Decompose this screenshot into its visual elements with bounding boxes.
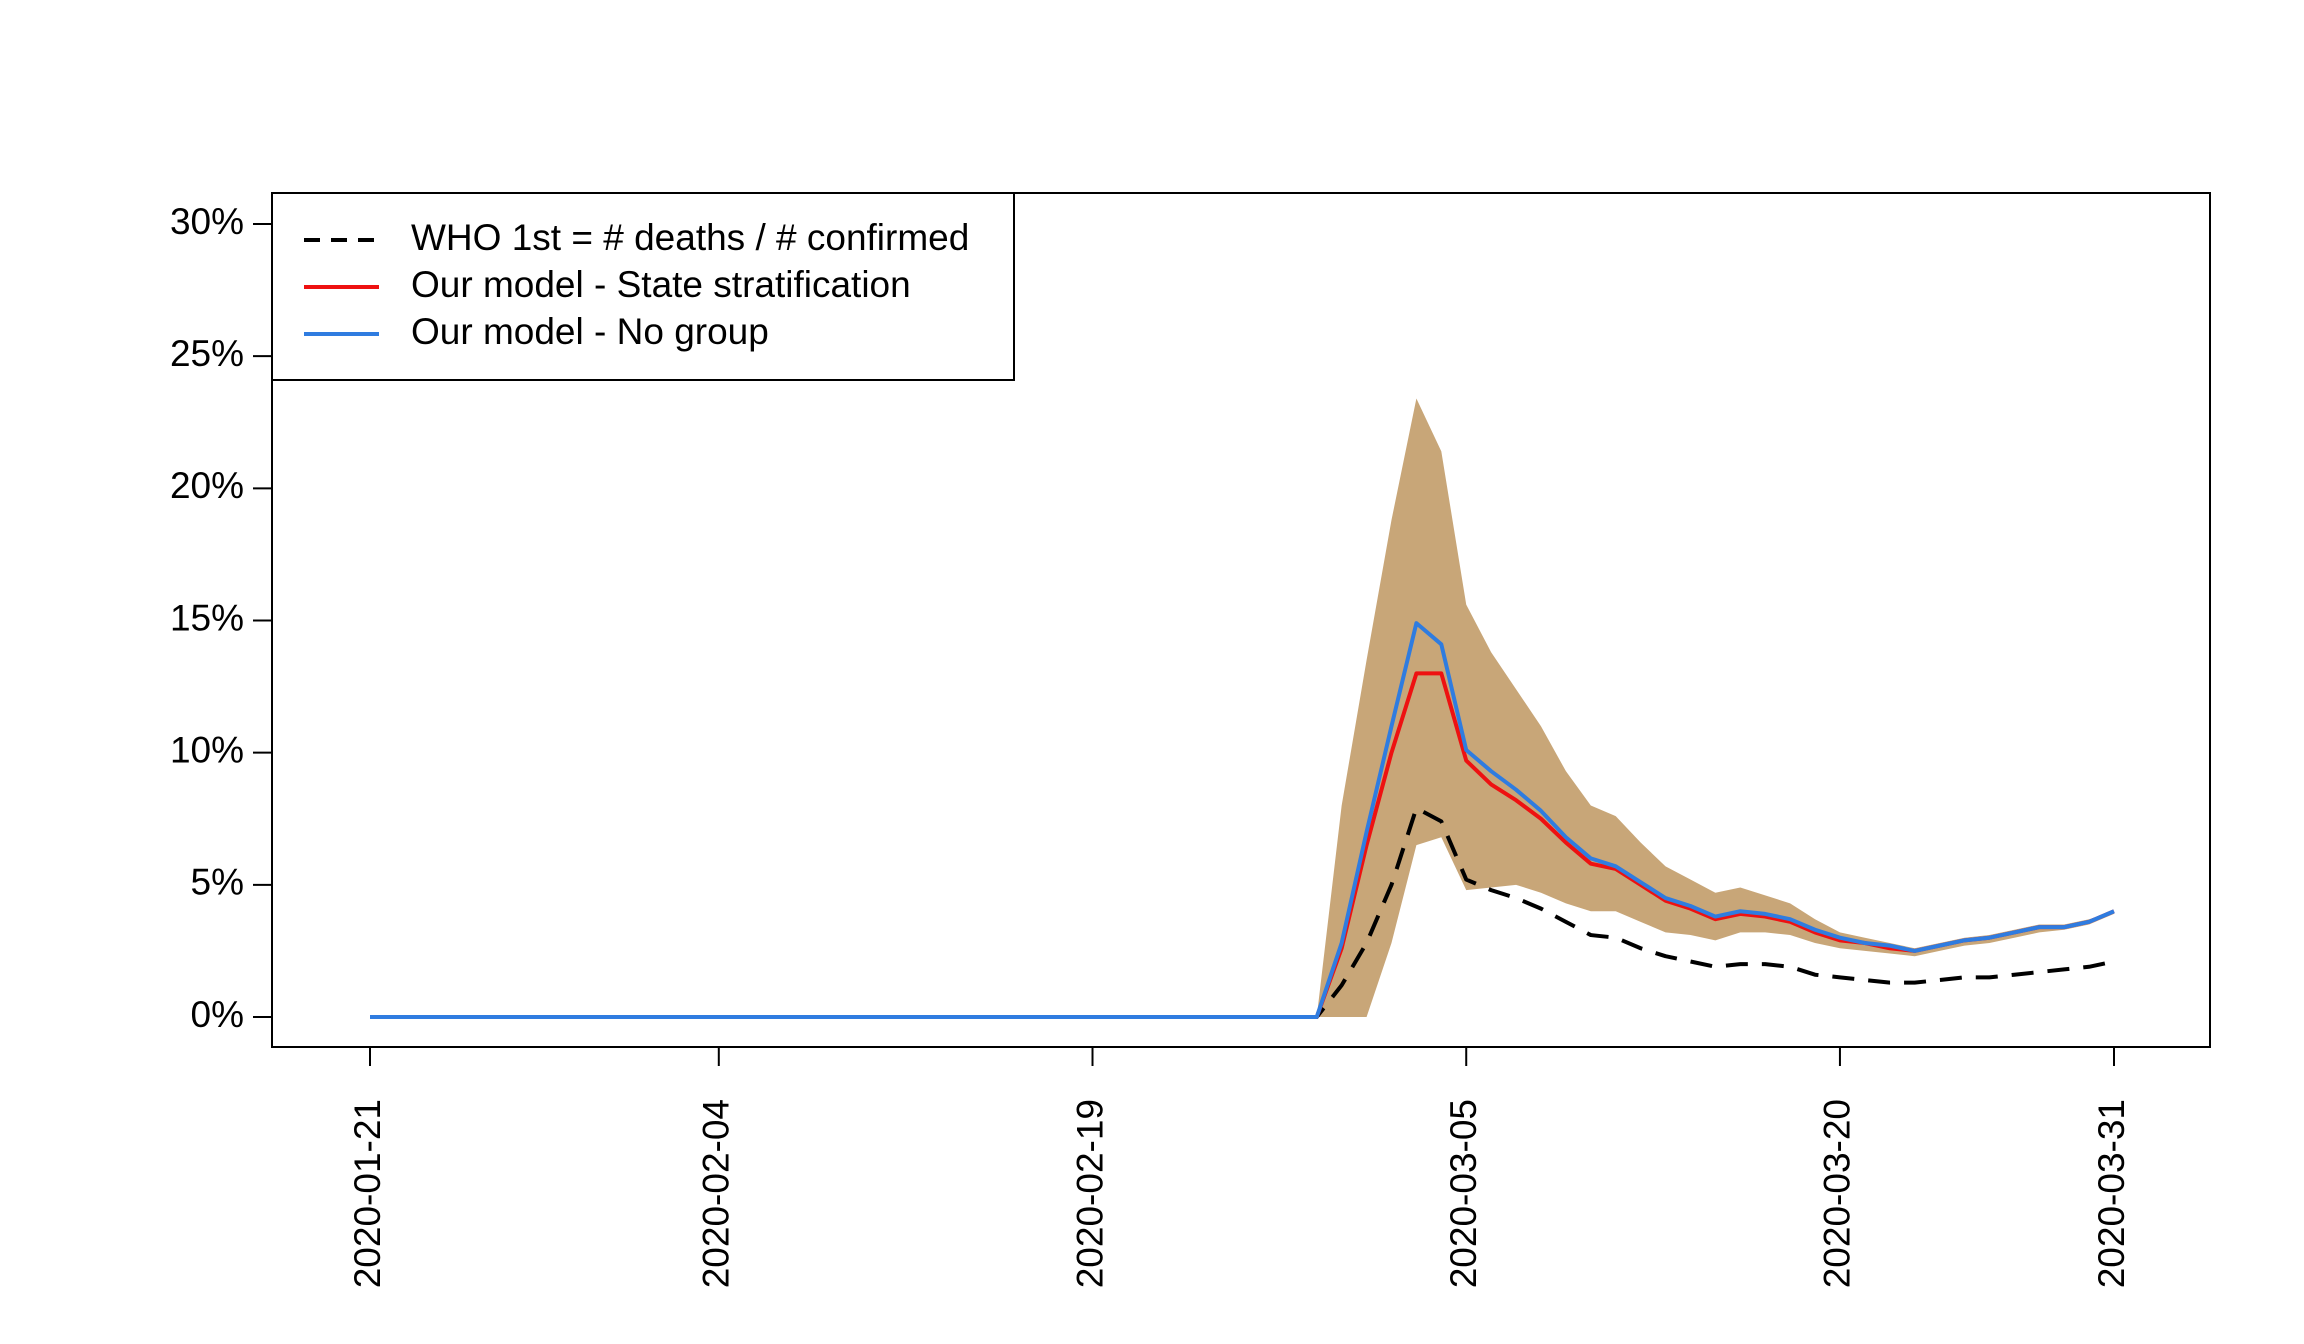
- legend: WHO 1st = # deaths / # confirmed Our mode…: [271, 192, 1015, 381]
- legend-box: [271, 192, 1015, 381]
- y-tick-label: 10%: [170, 729, 244, 770]
- legend-label: WHO 1st = # deaths / # confirmed: [411, 217, 969, 258]
- series-line: [370, 621, 2115, 1019]
- y-tick-label: 20%: [170, 465, 244, 506]
- series-line: [370, 806, 2115, 1019]
- x-tick-label: 2020-01-21: [347, 1099, 388, 1288]
- y-tick-label: 30%: [170, 201, 244, 242]
- x-tick-label: 2020-03-20: [1817, 1099, 1858, 1288]
- x-tick-label: 2020-02-19: [1069, 1099, 1110, 1288]
- y-tick-label: 15%: [170, 597, 244, 638]
- y-tick-label: 5%: [191, 862, 244, 903]
- legend-label: Our model - No group: [411, 311, 769, 352]
- legend-label: Our model - State stratification: [411, 264, 911, 305]
- x-tick-label: 2020-03-31: [2091, 1099, 2132, 1288]
- x-tick-label: 2020-03-05: [1443, 1099, 1484, 1288]
- y-tick-label: 25%: [170, 333, 244, 374]
- y-tick-label: 0%: [191, 994, 244, 1035]
- x-tick-label: 2020-02-04: [696, 1099, 737, 1288]
